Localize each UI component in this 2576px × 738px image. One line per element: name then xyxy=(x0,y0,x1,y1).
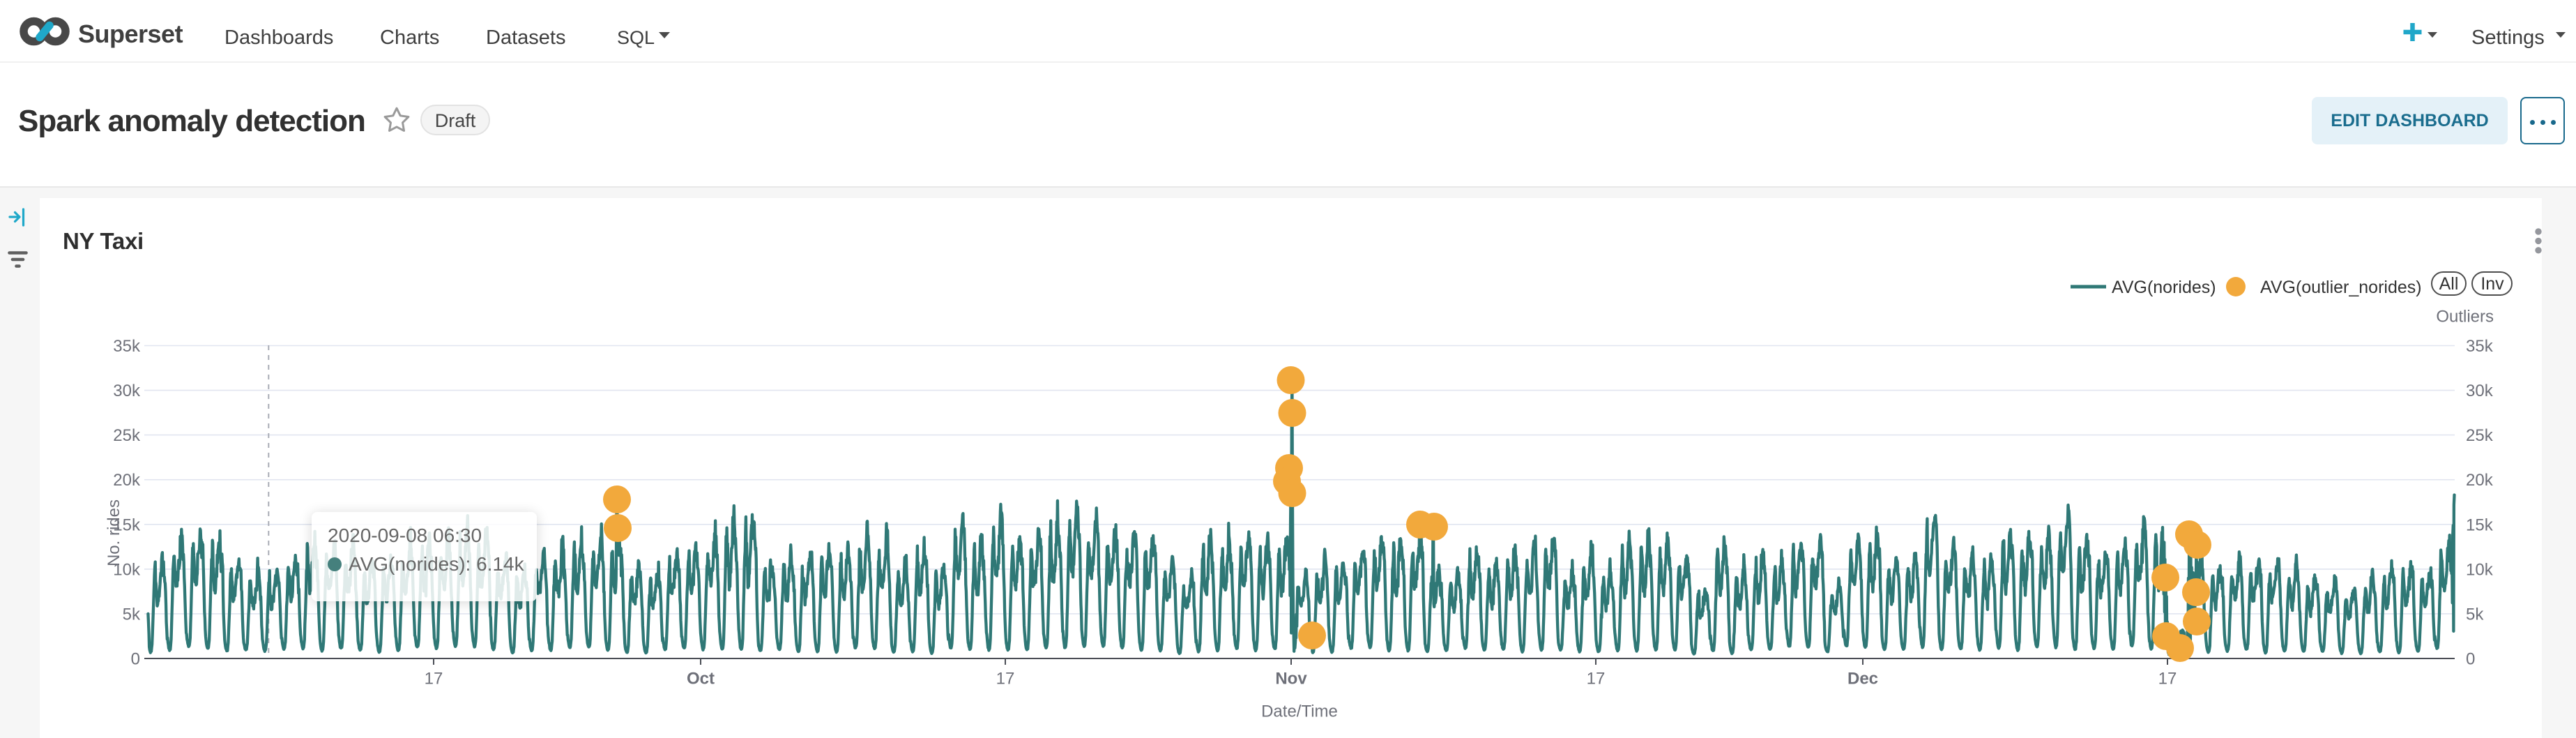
svg-text:17: 17 xyxy=(425,670,443,688)
svg-text:AVG(outlier_norides): AVG(outlier_norides) xyxy=(2260,278,2422,297)
svg-text:17: 17 xyxy=(2158,670,2177,688)
svg-text:0: 0 xyxy=(2466,650,2475,669)
svg-text:15k: 15k xyxy=(113,515,141,534)
svg-text:0: 0 xyxy=(131,650,140,669)
svg-text:Dec: Dec xyxy=(1847,670,1878,688)
svg-text:Outliers: Outliers xyxy=(2436,308,2494,326)
svg-text:Inv: Inv xyxy=(2480,274,2504,294)
svg-text:35k: 35k xyxy=(113,337,141,356)
svg-text:Date/Time: Date/Time xyxy=(1261,702,1338,721)
svg-text:AVG(norides): AVG(norides) xyxy=(2112,278,2216,297)
svg-text:20k: 20k xyxy=(113,471,141,490)
svg-text:Nov: Nov xyxy=(1275,670,1307,688)
svg-text:20k: 20k xyxy=(2466,471,2494,490)
svg-text:10k: 10k xyxy=(113,560,141,579)
svg-text:17: 17 xyxy=(996,670,1015,688)
svg-text:All: All xyxy=(2439,274,2459,294)
svg-text:15k: 15k xyxy=(2466,515,2494,534)
svg-text:5k: 5k xyxy=(123,605,141,624)
svg-text:30k: 30k xyxy=(113,382,141,400)
svg-text:25k: 25k xyxy=(2466,426,2494,445)
svg-text:10k: 10k xyxy=(2466,560,2494,579)
svg-text:Oct: Oct xyxy=(687,670,715,688)
svg-text:No. rides: No. rides xyxy=(105,499,123,566)
svg-text:25k: 25k xyxy=(113,426,141,445)
svg-text:35k: 35k xyxy=(2466,337,2494,356)
svg-text:30k: 30k xyxy=(2466,382,2494,400)
svg-text:17: 17 xyxy=(1587,670,1606,688)
svg-text:5k: 5k xyxy=(2466,605,2484,624)
